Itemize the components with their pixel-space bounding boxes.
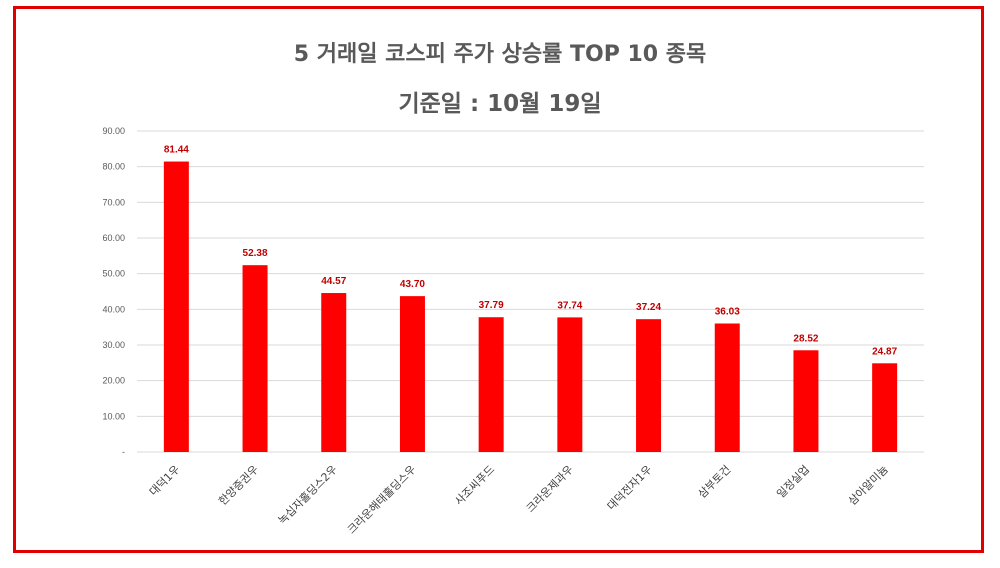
bars: [163, 161, 898, 452]
bar: [636, 319, 662, 452]
data-label: 28.52: [793, 333, 818, 344]
x-tick-label: 삼아알미늄: [845, 462, 891, 508]
x-tick-label: 크라운해태홀딩스우: [344, 462, 418, 536]
data-label: 81.44: [164, 145, 189, 156]
bar: [478, 317, 504, 452]
y-tick-label: 20.00: [102, 376, 125, 386]
chart-title: 5 거래일 코스피 주가 상승률 TOP 10 종목: [293, 42, 707, 67]
data-label: 44.57: [321, 276, 346, 287]
chart-subtitle: 기준일 : 10월 19일: [398, 91, 602, 117]
data-label: 37.79: [479, 300, 504, 311]
y-tick-label: 40.00: [102, 304, 125, 314]
data-labels: 81.44 52.38 44.57 43.70 37.79 37.74 37.24 36.03…: [164, 145, 898, 358]
bar: [714, 323, 740, 452]
x-tick-label: 대덕1우: [147, 463, 183, 499]
bar: [163, 161, 189, 452]
data-label: 37.24: [636, 302, 661, 313]
bar: [557, 317, 583, 452]
x-tick-label: 사조씨푸드: [452, 463, 497, 508]
x-axis: 대덕1우 한양증권우 녹십자홀딩스2우 크라운해태홀딩스우 사조씨푸드 크라운제과우 대덕전…: [147, 462, 891, 536]
x-tick-label: 녹십자홀딩스2우: [276, 463, 340, 527]
y-tick-label: 10.00: [102, 411, 125, 421]
bar: [793, 350, 819, 452]
y-axis: - 10.00 20.00 30.00 40.00 50.00 60.00 70.00 80.0…: [102, 126, 125, 457]
data-label: 37.74: [557, 300, 582, 311]
bar: [399, 296, 425, 452]
gridlines: [137, 130, 924, 453]
data-label: 52.38: [243, 248, 268, 259]
y-tick-label: -: [122, 447, 125, 457]
data-label: 43.70: [400, 279, 425, 290]
y-tick-label: 70.00: [102, 197, 125, 207]
x-tick-label: 삼부토건: [696, 463, 734, 501]
y-tick-label: 90.00: [102, 126, 125, 136]
chart-frame: [13, 6, 984, 553]
data-label: 24.87: [872, 346, 897, 357]
x-tick-label: 대덕전자1우: [605, 463, 655, 513]
x-tick-label: 한양증권우: [216, 463, 261, 508]
bar: [242, 265, 268, 452]
x-tick-label: 일정실업: [774, 462, 813, 501]
data-label: 36.03: [715, 306, 740, 317]
x-tick-label: 크라운제과우: [524, 463, 576, 515]
bar: [872, 363, 898, 452]
y-tick-label: 80.00: [102, 162, 125, 172]
y-tick-label: 50.00: [102, 269, 125, 279]
y-tick-label: 30.00: [102, 340, 125, 350]
bar: [321, 293, 347, 452]
y-tick-label: 60.00: [102, 233, 125, 243]
